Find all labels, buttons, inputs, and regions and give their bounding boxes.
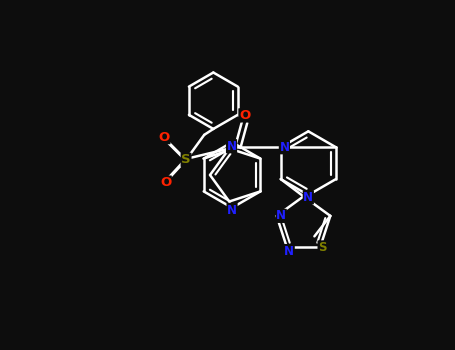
Text: N: N (284, 245, 294, 258)
Text: O: O (160, 176, 171, 189)
Text: N: N (303, 191, 313, 204)
Text: O: O (239, 109, 250, 122)
Text: N: N (279, 141, 289, 154)
Text: N: N (276, 209, 286, 222)
Text: N: N (227, 204, 237, 217)
Text: N: N (227, 140, 237, 153)
Text: S: S (181, 153, 191, 166)
Text: S: S (318, 241, 327, 254)
Text: O: O (159, 131, 170, 144)
